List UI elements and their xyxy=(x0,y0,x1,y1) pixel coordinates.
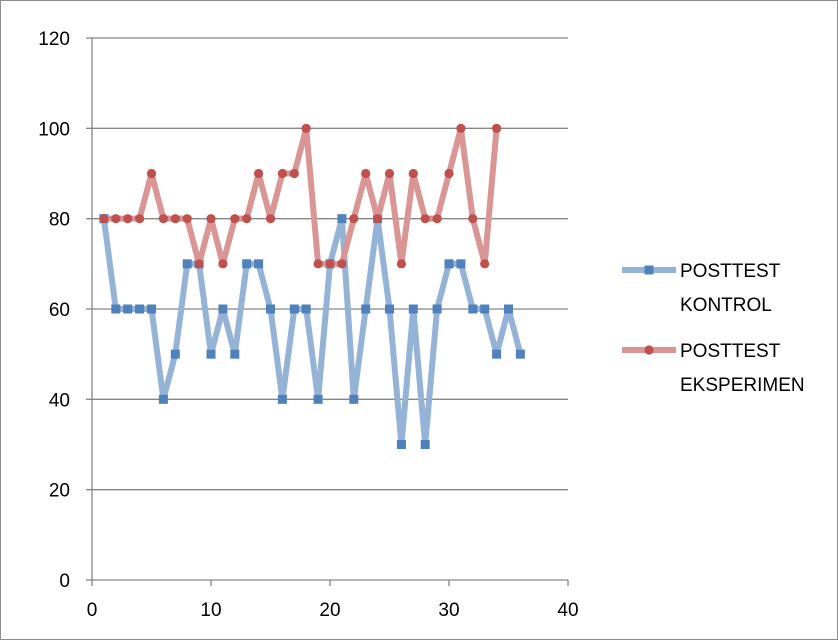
data-point xyxy=(182,214,192,224)
data-point xyxy=(230,214,240,224)
data-point xyxy=(289,304,299,314)
data-point xyxy=(420,440,430,449)
data-point xyxy=(242,214,252,224)
legend-label: POSTTEST xyxy=(680,261,781,282)
series-layer xyxy=(99,123,525,449)
data-point xyxy=(158,394,168,404)
y-tick-label: 0 xyxy=(59,571,70,592)
y-tick-label: 100 xyxy=(38,119,70,140)
series-1 xyxy=(99,123,502,269)
data-point xyxy=(265,214,276,224)
data-point xyxy=(444,168,454,179)
data-point xyxy=(480,259,490,269)
data-point xyxy=(468,304,478,314)
data-point xyxy=(230,349,240,359)
legend-label: KONTROL xyxy=(680,295,772,316)
data-point xyxy=(254,259,264,269)
y-tick-label: 40 xyxy=(49,390,70,411)
data-point xyxy=(408,304,418,314)
data-point xyxy=(313,259,323,269)
data-point xyxy=(408,168,418,179)
data-point xyxy=(444,259,454,269)
series-line-0 xyxy=(100,215,524,448)
data-point xyxy=(99,214,109,224)
legend-label: POSTTEST xyxy=(680,341,781,362)
data-point xyxy=(480,304,490,314)
data-point xyxy=(337,259,347,269)
data-point xyxy=(456,259,466,269)
data-point xyxy=(396,440,406,449)
axes xyxy=(86,37,569,586)
legend: POSTTEST KONTROL POSTTEST EKSPERIMEN xyxy=(622,261,805,396)
data-point xyxy=(384,168,395,179)
tick-labels: 0 20 40 60 80 100 120 0 10 20 30 40 xyxy=(38,29,578,621)
data-point xyxy=(373,214,383,224)
data-point xyxy=(361,304,371,314)
data-point xyxy=(277,394,287,404)
data-point xyxy=(146,168,157,179)
data-point xyxy=(277,168,287,179)
data-point xyxy=(456,123,466,133)
data-point xyxy=(218,304,228,314)
data-point xyxy=(396,259,406,269)
y-tick-label: 20 xyxy=(49,481,70,502)
data-point xyxy=(432,214,442,224)
data-point xyxy=(182,259,192,269)
x-tick-label: 10 xyxy=(200,600,221,621)
data-point xyxy=(349,394,359,404)
data-point xyxy=(313,394,323,404)
data-point xyxy=(170,349,180,359)
data-point xyxy=(254,168,264,179)
data-point xyxy=(242,259,252,269)
data-point xyxy=(147,304,156,314)
series-line-1 xyxy=(100,125,500,267)
x-tick-label: 40 xyxy=(557,600,578,621)
data-point xyxy=(206,214,216,224)
data-point xyxy=(206,349,216,359)
legend-marker xyxy=(644,265,654,275)
data-point xyxy=(123,304,133,314)
data-point xyxy=(468,214,478,224)
data-point xyxy=(385,304,394,314)
data-point xyxy=(492,349,502,359)
data-point xyxy=(170,214,180,224)
data-point xyxy=(135,214,145,224)
data-point xyxy=(361,168,371,179)
data-point xyxy=(266,304,275,314)
legend-marker xyxy=(644,345,654,355)
y-tick-label: 60 xyxy=(49,300,70,321)
x-tick-label: 20 xyxy=(319,600,340,621)
data-point xyxy=(111,214,121,224)
y-tick-label: 120 xyxy=(38,29,70,50)
x-tick-label: 30 xyxy=(438,600,459,621)
data-point xyxy=(194,259,204,269)
x-tick-label: 0 xyxy=(87,600,98,621)
data-point xyxy=(158,214,168,224)
data-point xyxy=(111,304,121,314)
data-point xyxy=(289,168,299,179)
data-point xyxy=(420,214,430,224)
data-point xyxy=(337,214,347,224)
y-tick-label: 80 xyxy=(49,210,70,231)
data-point xyxy=(301,304,311,314)
legend-entry-1: POSTTEST EKSPERIMEN xyxy=(622,341,805,396)
data-point xyxy=(301,123,311,133)
data-point xyxy=(349,214,359,224)
legend-label: EKSPERIMEN xyxy=(680,375,805,396)
legend-entry-0: POSTTEST KONTROL xyxy=(622,261,781,316)
data-point xyxy=(123,214,133,224)
series-0 xyxy=(99,214,525,449)
data-point xyxy=(135,304,145,314)
gridlines xyxy=(92,37,568,491)
data-point xyxy=(432,304,442,314)
data-point xyxy=(492,123,502,133)
data-point xyxy=(325,259,335,269)
data-point xyxy=(218,259,228,269)
data-point xyxy=(504,304,513,314)
data-point xyxy=(515,349,525,359)
